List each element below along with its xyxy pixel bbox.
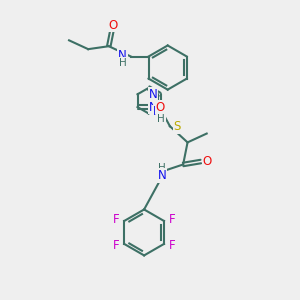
Text: F: F [169,239,175,252]
Text: N: N [158,169,166,182]
Text: N: N [153,106,162,118]
Text: N: N [118,49,127,62]
Text: N: N [149,100,158,114]
Text: H: H [158,163,166,173]
Text: F: F [169,213,175,226]
Text: S: S [174,120,181,133]
Text: F: F [113,213,119,226]
Text: H: H [157,114,165,124]
Text: F: F [113,239,119,252]
Text: H: H [119,58,127,68]
Text: O: O [109,19,118,32]
Text: O: O [155,100,165,114]
Text: N: N [149,88,158,101]
Text: O: O [203,155,212,168]
